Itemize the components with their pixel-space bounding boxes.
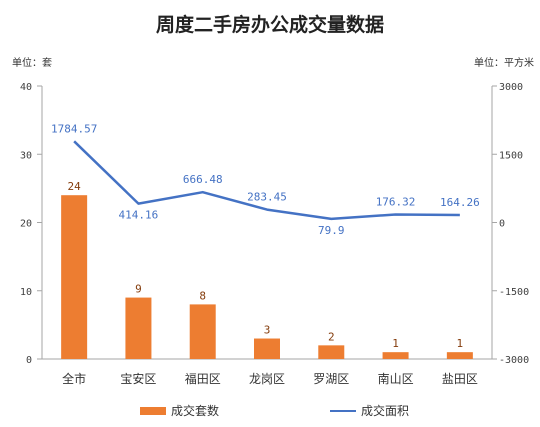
bar [382,352,409,359]
bar [254,338,280,359]
category-label: 福田区 [185,371,221,386]
right-axis-tick-label: 3000 [499,82,523,93]
legend: 成交套数 成交面积 [140,403,409,418]
left-axis-tick-label: 0 [26,355,32,366]
line-value-label: 176.32 [376,195,416,208]
right-axis-unit-label: 单位：平方米 [474,56,534,69]
left-axis-tick-label: 40 [20,82,32,93]
bar [125,297,152,359]
line-value-label: 79.9 [318,224,345,237]
bar [189,304,216,359]
right-axis-tick-label: 0 [499,219,505,230]
left-axis-tick-label: 20 [20,219,32,230]
bar-value-label: 1 [392,337,399,350]
category-label: 罗湖区 [313,371,349,386]
legend-bar-label: 成交套数 [171,403,219,418]
right-axis-tick-label: -3000 [499,355,529,366]
line-value-label: 1784.57 [51,122,97,135]
axes: 0 10 20 30 40 -3000 -1500 0 1500 3000 [20,82,529,366]
category-label: 盐田区 [442,372,478,386]
bar [318,345,345,359]
line-series: 1784.57 414.16 666.48 283.45 79.9 176.32 164.2… [51,122,480,237]
line-value-label: 283.45 [247,191,287,204]
right-axis-tick-label: -1500 [499,287,529,298]
bar-value-label: 24 [68,180,82,193]
bar-value-label: 9 [135,283,142,296]
legend-line-label: 成交面积 [361,403,409,418]
bar-value-label: 3 [264,324,271,337]
right-axis-tick-label: 1500 [499,150,523,161]
line-value-label: 414.16 [119,209,159,222]
category-label: 全市 [62,371,86,386]
left-axis-tick-label: 30 [20,150,32,161]
bar-series: 24 9 8 3 2 1 1 [61,180,473,359]
category-label: 龙岗区 [249,372,285,386]
line-value-label: 666.48 [183,173,223,186]
bar-value-label: 8 [199,289,206,302]
category-label: 南山区 [378,371,414,386]
left-axis-tick-label: 10 [20,287,32,298]
bar [61,195,88,359]
chart-title: 周度二手房办公成交量数据 [156,13,384,36]
category-axis-labels: 全市 宝安区 福田区 龙岗区 罗湖区 南山区 盐田区 [62,371,478,386]
bar-value-label: 2 [328,330,335,343]
bar-value-label: 1 [457,337,464,350]
left-axis-unit-label: 单位：套 [12,56,52,69]
bar [446,352,473,359]
line-value-label: 164.26 [440,196,480,209]
category-label: 宝安区 [120,371,156,386]
legend-bar-swatch [140,407,166,415]
area-line [73,140,460,221]
